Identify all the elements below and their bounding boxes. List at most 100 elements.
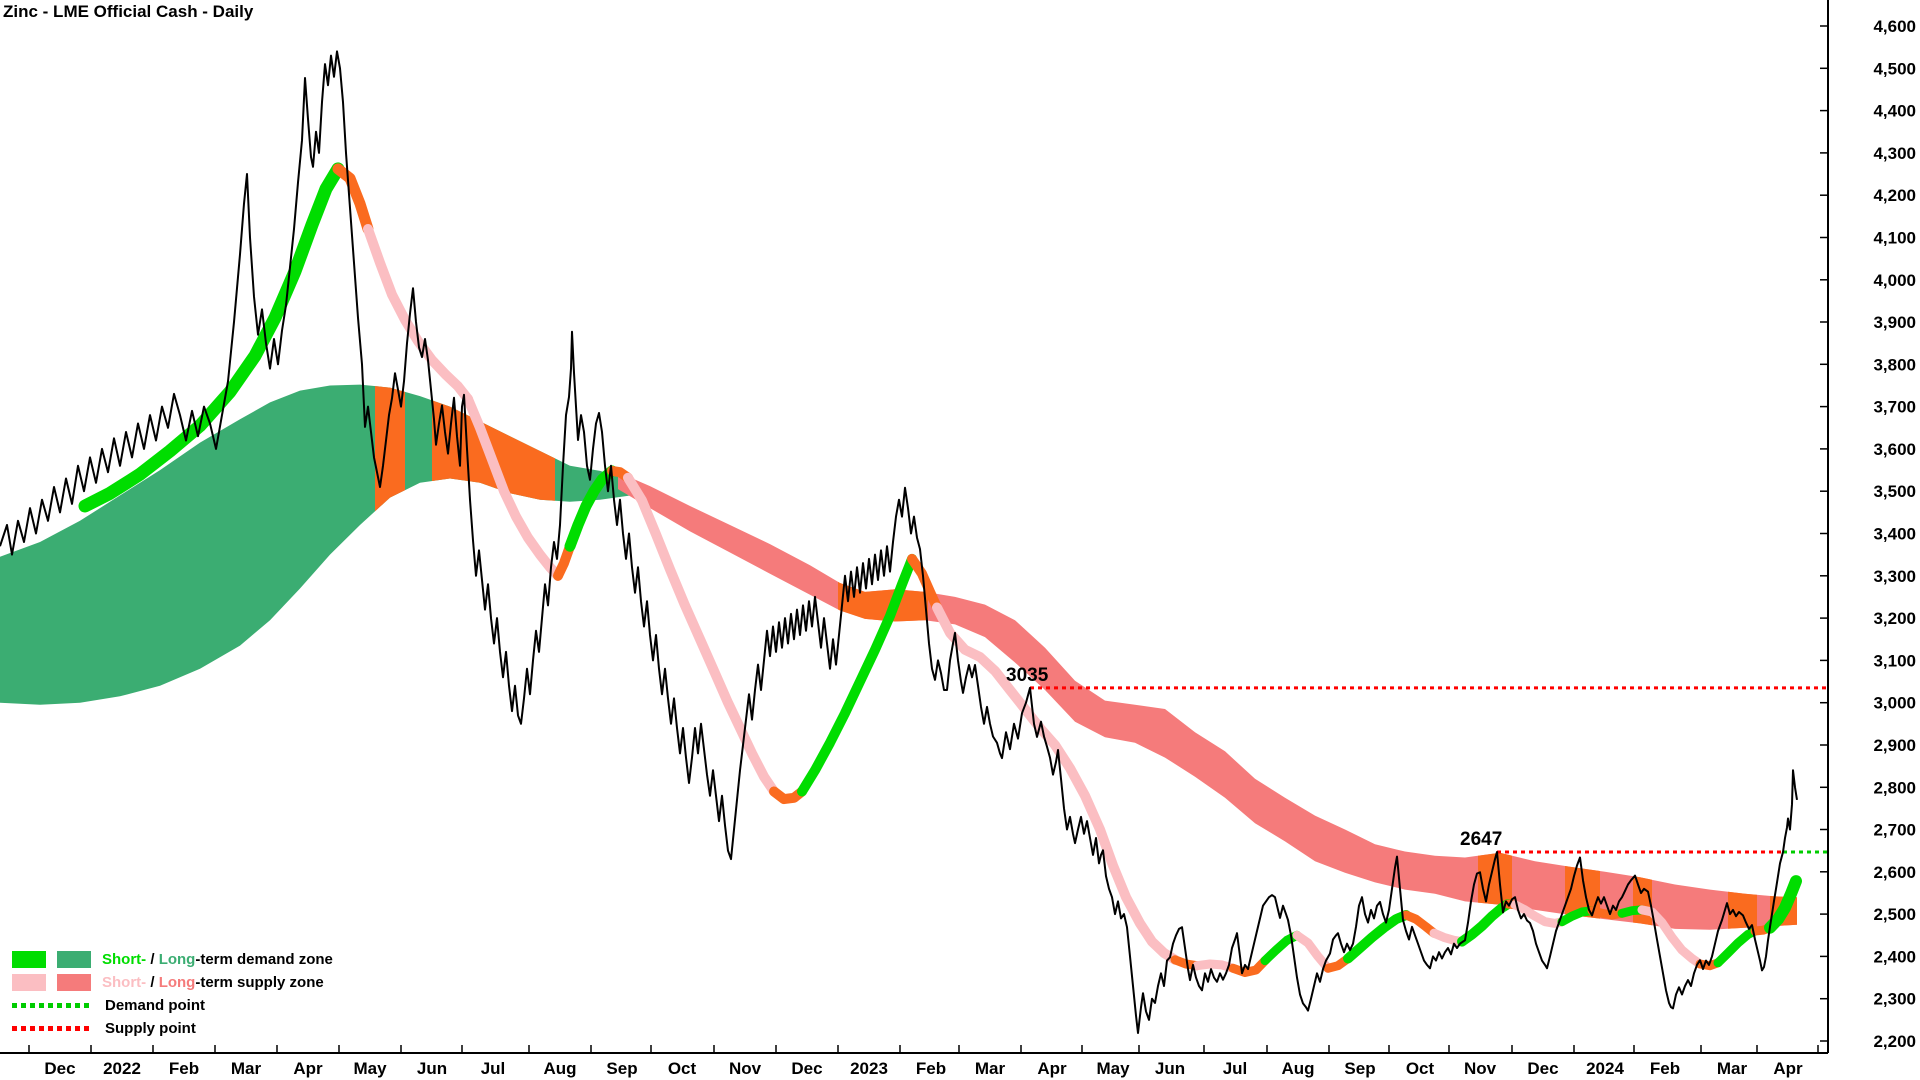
legend-supply-zone-label: Short- / Long-term supply zone (102, 974, 324, 991)
band-transition-stripe (1728, 472, 1757, 930)
supply-point-line-icon (12, 1026, 93, 1031)
legend-demand-point-label: Demand point (105, 997, 205, 1014)
x-axis-label: Nov (729, 1059, 762, 1078)
x-axis-label: Feb (169, 1059, 199, 1078)
short-term-zone-segment (797, 553, 917, 797)
y-axis-label: 2,800 (1873, 778, 1916, 797)
legend-supply-point-label: Supply point (105, 1020, 196, 1037)
chart-legend: Short- / Long-term demand zone Short- / … (12, 948, 333, 1040)
short-term-zone-segment (1343, 910, 1411, 964)
short-term-zone-segment (564, 465, 618, 552)
x-axis-label: Jun (1155, 1059, 1185, 1078)
y-axis-label: 3,400 (1873, 525, 1916, 544)
x-axis-label: 2024 (1586, 1059, 1624, 1078)
x-axis-label: 2022 (103, 1059, 141, 1078)
long_term_supply_zone (618, 472, 1797, 930)
y-axis-label: 3,600 (1873, 440, 1916, 459)
y-axis-label: 4,100 (1873, 229, 1916, 248)
x-axis-label: May (353, 1059, 387, 1078)
price-level-annotation: 2647 (1460, 829, 1502, 850)
y-axis-label: 3,200 (1873, 609, 1916, 628)
price-line (0, 50, 1798, 1034)
y-axis-label: 3,100 (1873, 651, 1916, 670)
y-axis-label: 3,800 (1873, 355, 1916, 374)
y-axis-label: 2,300 (1873, 990, 1916, 1009)
short-term-zone-segment (1587, 906, 1627, 920)
page-title: Zinc - LME Official Cash - Daily (3, 2, 254, 21)
x-axis-label: Dec (1527, 1059, 1558, 1078)
y-axis-label: 2,900 (1873, 736, 1916, 755)
legend-row-supply-zone: Short- / Long-term supply zone (12, 971, 333, 994)
short-term-zone-segment (1713, 926, 1760, 968)
x-axis-label: Sep (606, 1059, 637, 1078)
x-axis-label: Apr (1773, 1059, 1803, 1078)
short-term-zone-segment (78, 162, 345, 513)
x-axis-label: Sep (1344, 1059, 1375, 1078)
short-term-zone-segment (1510, 900, 1567, 928)
short-term-zone-segment (1292, 930, 1333, 973)
x-axis-label: Mar (975, 1059, 1006, 1078)
y-axis-label: 2,700 (1873, 821, 1916, 840)
y-axis-label: 3,700 (1873, 398, 1916, 417)
band-transition-stripe (375, 384, 405, 705)
y-axis-label: 4,600 (1873, 17, 1916, 36)
x-axis-label: Jul (1223, 1059, 1248, 1078)
x-axis-label: Aug (1281, 1059, 1314, 1078)
short-term-zone-segment (1401, 910, 1439, 938)
y-axis-label: 2,500 (1873, 905, 1916, 924)
short-term-zone-segment (363, 224, 473, 404)
demand-point-line-icon (12, 1003, 93, 1008)
y-axis-label: 3,300 (1873, 567, 1916, 586)
y-axis-label: 4,000 (1873, 271, 1916, 290)
x-axis-label: Dec (791, 1059, 822, 1078)
long-demand-swatch-icon (57, 951, 91, 968)
short-term-zone-segment (932, 602, 1180, 965)
y-axis-label: 2,200 (1873, 1032, 1916, 1051)
legend-row-demand-point: Demand point (12, 994, 333, 1017)
y-axis-label: 3,900 (1873, 313, 1916, 332)
x-axis-label: Jul (481, 1059, 506, 1078)
short-term-zone-segment (553, 541, 575, 581)
short-term-zone-segment (332, 163, 374, 235)
x-axis-label: Mar (231, 1059, 262, 1078)
short-term-zone-segment (769, 786, 807, 805)
x-axis-label: Mar (1717, 1059, 1748, 1078)
x-axis-label: Apr (293, 1059, 323, 1078)
price-level-annotation: 3035 (1006, 665, 1049, 686)
y-axis-label: 2,400 (1873, 947, 1916, 966)
y-axis-label: 4,400 (1873, 102, 1916, 121)
short-term-zone-segment (1228, 956, 1270, 977)
y-axis-label: 4,300 (1873, 144, 1916, 163)
x-axis-label: Oct (1406, 1059, 1435, 1078)
x-axis-label: Apr (1037, 1059, 1067, 1078)
short-supply-swatch-icon (12, 974, 46, 991)
long_term_demand_zone (0, 384, 645, 705)
y-axis-label: 3,000 (1873, 694, 1916, 713)
band-transition-stripe (1478, 472, 1512, 930)
x-axis-label: Oct (668, 1059, 697, 1078)
x-axis-label: Feb (916, 1059, 946, 1078)
y-axis-label: 4,200 (1873, 186, 1916, 205)
short-term-zone-segment (1557, 906, 1597, 927)
band-transition-stripe (432, 384, 555, 705)
long-supply-swatch-icon (57, 974, 91, 991)
x-axis-label: Dec (44, 1059, 75, 1078)
x-axis-label: Nov (1464, 1059, 1497, 1078)
short-term-zone-segment (463, 394, 563, 581)
y-axis-label: 2,600 (1873, 863, 1916, 882)
legend-row-demand-zone: Short- / Long-term demand zone (12, 948, 333, 971)
x-axis-label: Aug (543, 1059, 576, 1078)
y-axis-label: 4,500 (1873, 59, 1916, 78)
x-axis-label: 2023 (850, 1059, 888, 1078)
band-transition-stripe (1565, 472, 1600, 930)
short-term-zone-segment (907, 553, 942, 613)
x-axis-label: May (1096, 1059, 1130, 1078)
legend-row-supply-point: Supply point (12, 1017, 333, 1040)
y-axis-label: 3,500 (1873, 482, 1916, 501)
short-term-zone-segment (623, 472, 779, 797)
short-demand-swatch-icon (12, 951, 46, 968)
x-axis-label: Jun (417, 1059, 447, 1078)
x-axis-label: Feb (1650, 1059, 1680, 1078)
